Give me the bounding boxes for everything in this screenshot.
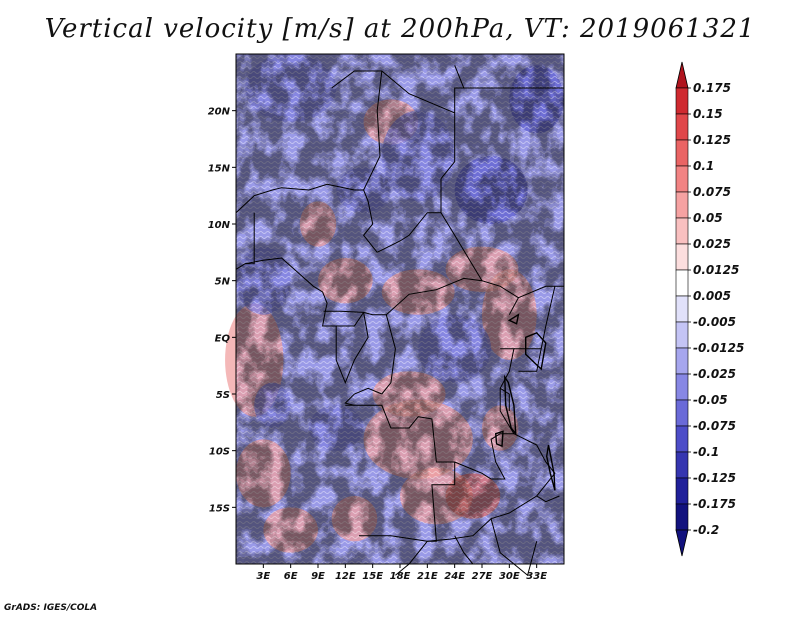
colorbar-level-label: 0.005 [693, 289, 731, 303]
border-line [376, 178, 442, 253]
lat-tick-label: 5S [216, 390, 230, 401]
lon-tick-label: 30E [499, 571, 520, 582]
colorbar-swatch [675, 87, 689, 115]
border-line [376, 70, 383, 157]
lake-outline [525, 331, 547, 371]
colorbar-swatch [675, 373, 689, 401]
lat-tick-label: 15S [209, 503, 230, 514]
credit-label: GrADS: IGES/COLA [4, 603, 98, 613]
colorbar-bottom-arrow [675, 529, 689, 557]
lake-outline [507, 313, 520, 325]
lat-tick-label: 15N [208, 163, 231, 174]
border-line [454, 535, 474, 565]
colorbar-swatch [675, 477, 689, 505]
lat-tick-label: 20N [208, 107, 231, 118]
border-line [321, 311, 369, 385]
lon-tick-label: 24E [444, 571, 465, 582]
border-line [518, 348, 542, 372]
colorbar-level-label: -0.075 [693, 419, 736, 433]
colorbar-swatch [675, 503, 689, 531]
lat-tick-label: 10S [209, 447, 230, 458]
lat-tick-label: 10N [208, 220, 231, 231]
border-line [454, 87, 464, 113]
lon-tick-label: 33E [526, 571, 547, 582]
colorbar-swatch [675, 451, 689, 479]
noise-texture [236, 54, 564, 564]
border-line [363, 155, 381, 191]
colorbar-level-label: 0.15 [693, 107, 723, 121]
map-panel [225, 53, 565, 577]
colorbar-level-label: -0.025 [693, 367, 736, 381]
border-line [454, 65, 564, 89]
colorbar-swatch [675, 347, 689, 375]
colorbar-top-arrow [675, 61, 689, 89]
border-line [359, 535, 428, 542]
colorbar: 0.175 0.15 0.125 0.1 0.075 0.05 0.025 0.0125 0.0… [675, 61, 744, 557]
colorbar-swatch [675, 295, 689, 323]
colorbar-level-label: -0.1 [693, 445, 719, 459]
lon-tick-label: 18E [390, 571, 411, 582]
colorbar-swatch [675, 269, 689, 297]
colorbar-level-label: 0.075 [693, 185, 731, 199]
border-line [427, 433, 556, 542]
colorbar-level-label: -0.0125 [693, 341, 744, 355]
lon-tick-label: 6E [284, 571, 298, 582]
lon-tick-label: 12E [335, 571, 356, 582]
longitude-axis: 3E 6E 9E 12E 15E 18E 21E 24E 27E 30E 33E [256, 564, 547, 582]
border-line [345, 404, 456, 542]
colorbar-level-label: -0.05 [693, 393, 728, 407]
border-line [536, 495, 560, 503]
border-line [235, 183, 355, 214]
lake-outline [494, 430, 504, 448]
border-line [336, 312, 365, 327]
colorbar-level-label: 0.025 [693, 237, 731, 251]
lat-tick-label: EQ [215, 333, 231, 344]
border-line [499, 387, 510, 411]
colorbar-swatch [675, 113, 689, 141]
lon-tick-label: 27E [472, 571, 493, 582]
border-line [344, 387, 382, 406]
colorbar-level-label: -0.005 [693, 315, 736, 329]
colorbar-swatch [675, 425, 689, 453]
lake-outline [504, 374, 517, 436]
colorbar-swatch [675, 243, 689, 271]
border-line [331, 70, 456, 180]
border-line [508, 297, 519, 315]
lon-tick-label: 15E [362, 571, 383, 582]
colorbar-swatch [675, 321, 689, 349]
latitude-axis: 20N 15N 10N 5N EQ 5S 10S 15S [208, 107, 236, 514]
colorbar-level-label: 0.175 [693, 81, 731, 95]
border-line [440, 212, 564, 299]
colorbar-swatch [675, 191, 689, 219]
plot-title: Vertical velocity [m/s] at 200hPa, VT: 2… [44, 14, 756, 44]
colorbar-swatch [675, 165, 689, 193]
border-line [235, 212, 255, 270]
border-line [381, 314, 396, 395]
lat-tick-label: 5N [215, 277, 231, 288]
colorbar-level-label: -0.125 [693, 471, 736, 485]
colorbar-level-label: 0.1 [693, 159, 714, 173]
colorbar-level-label: -0.175 [693, 497, 736, 511]
lake-outline [545, 444, 556, 491]
colorbar-swatch [675, 399, 689, 427]
colorbar-level-label: 0.0125 [693, 263, 739, 277]
border-line [354, 189, 378, 253]
colorbar-level-label: -0.2 [693, 523, 719, 537]
lon-tick-label: 3E [256, 571, 270, 582]
colorbar-swatch [675, 139, 689, 167]
colorbar-swatch [675, 217, 689, 245]
lon-tick-label: 9E [311, 571, 325, 582]
border-line [245, 257, 328, 312]
colorbar-level-label: 0.125 [693, 133, 731, 147]
lon-tick-label: 21E [417, 571, 438, 582]
border-line [454, 348, 515, 480]
colorbar-level-label: 0.05 [693, 211, 723, 225]
